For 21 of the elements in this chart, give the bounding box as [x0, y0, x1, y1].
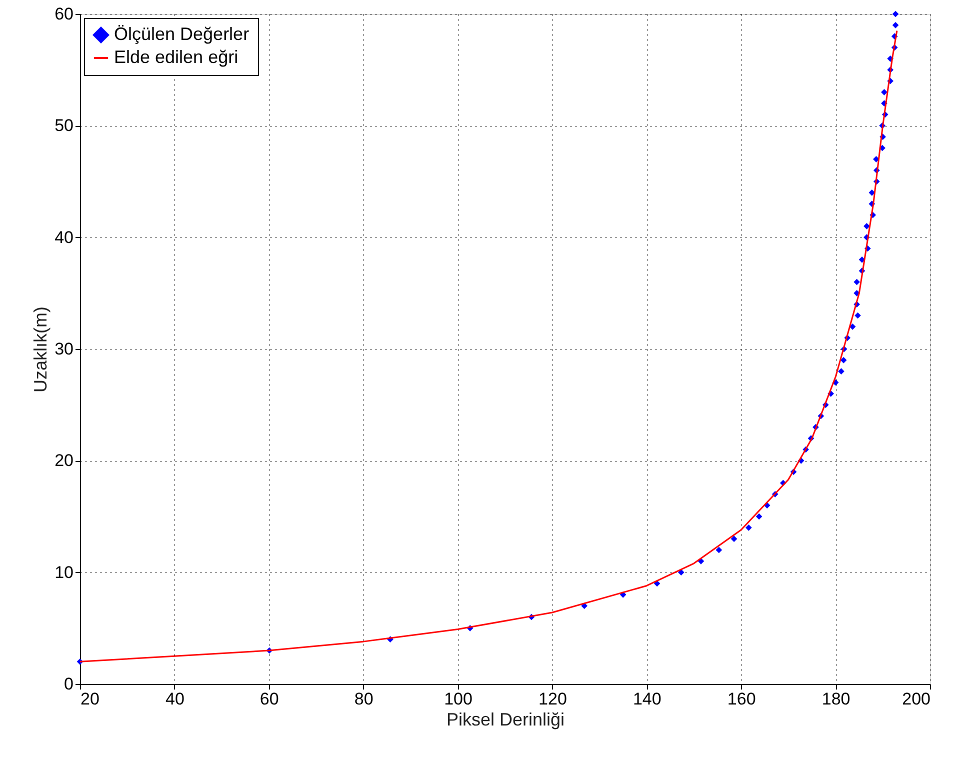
x-tick-label: 80 — [354, 690, 374, 708]
legend-label: Elde edilen eğri — [114, 47, 238, 67]
y-tick-label: 20 — [54, 451, 74, 470]
x-tick-label: 60 — [260, 690, 279, 708]
y-tick-label: 60 — [54, 4, 74, 24]
x-tick-label: 200 — [902, 690, 930, 708]
x-tick-label: 20 — [80, 690, 100, 708]
y-tick-label: 40 — [54, 228, 74, 247]
x-tick-label: 140 — [632, 690, 662, 708]
x-axis-title: Piksel Derinliği — [446, 710, 565, 730]
y-tick-label: 0 — [64, 674, 74, 694]
y-axis-title: Uzaklık(m) — [30, 306, 51, 392]
y-tick-label: 50 — [54, 116, 74, 136]
x-tick-label: 100 — [444, 690, 472, 708]
y-tick-label: 10 — [54, 562, 74, 582]
x-tick-label: 160 — [727, 690, 756, 708]
x-tick-label: 120 — [538, 690, 567, 708]
legend-label: Ölçülen Değerler — [114, 24, 250, 44]
x-tick-label: 40 — [165, 690, 184, 708]
x-tick-label: 180 — [822, 690, 850, 708]
y-tick-label: 30 — [54, 340, 74, 358]
